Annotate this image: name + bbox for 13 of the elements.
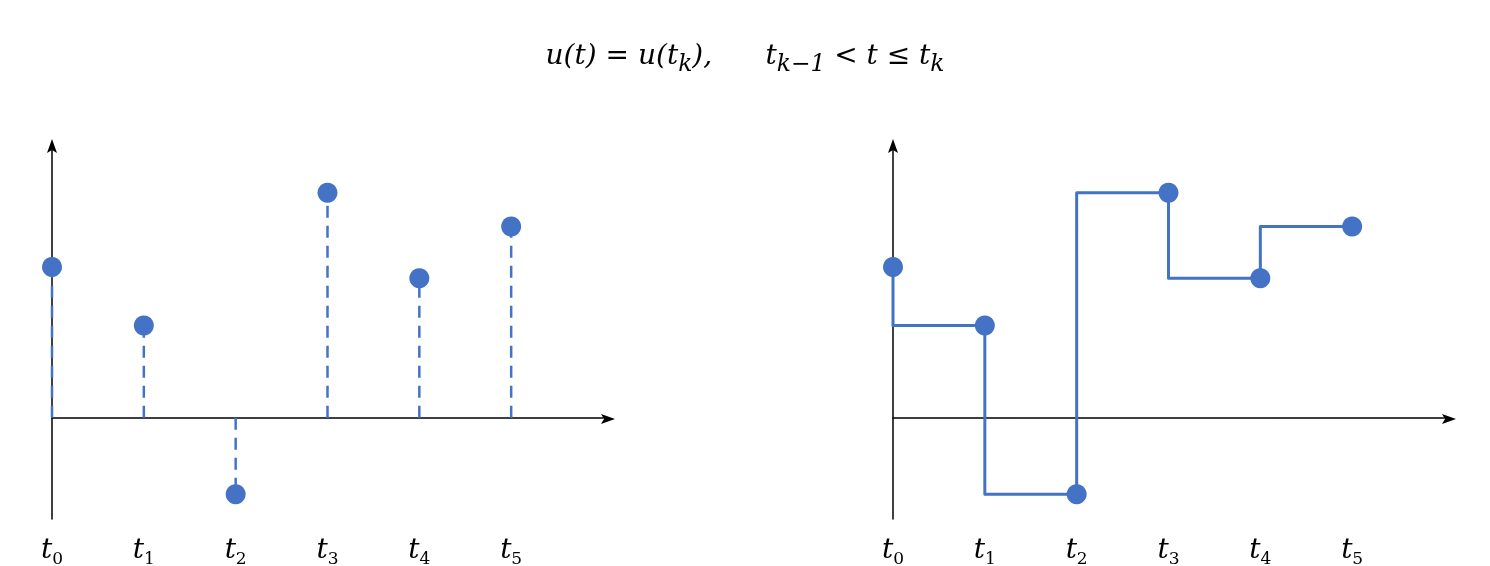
point bbox=[225, 484, 246, 505]
point bbox=[42, 257, 62, 277]
point bbox=[133, 315, 154, 336]
point bbox=[501, 216, 522, 237]
point bbox=[1342, 216, 1363, 237]
point bbox=[883, 257, 903, 277]
point bbox=[409, 268, 430, 289]
point bbox=[317, 182, 338, 203]
point bbox=[1250, 268, 1271, 289]
point bbox=[1158, 182, 1179, 203]
point bbox=[974, 315, 995, 336]
point bbox=[1066, 484, 1087, 505]
text: u(t) = u(t$_{k}$), t$_{k−1}$ < t ≤ t$_{k}$ bbox=[544, 38, 946, 77]
